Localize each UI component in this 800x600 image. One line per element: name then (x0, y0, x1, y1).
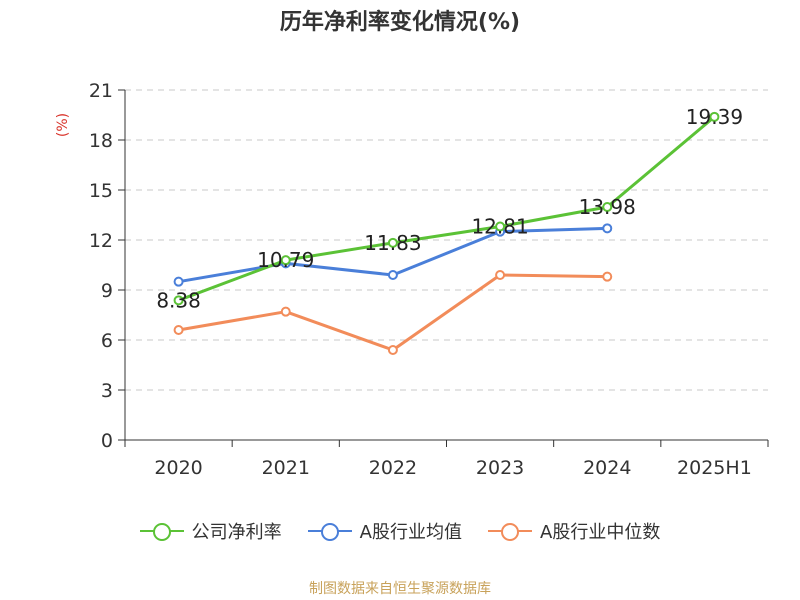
legend-item-company[interactable]: 公司净利率 (139, 518, 282, 544)
x-tick-label: 2021 (262, 457, 310, 479)
legend-label: A股行业中位数 (540, 522, 661, 543)
legend-item-industry-mean[interactable]: A股行业均值 (307, 518, 462, 544)
legend-marker-icon (488, 523, 532, 541)
legend-marker-icon (139, 523, 184, 541)
data-label: 19.39 (686, 105, 743, 129)
data-label: 8.38 (156, 288, 201, 312)
series-line (178, 115, 716, 302)
data-point (173, 325, 184, 335)
y-tick-label: 3 (101, 380, 113, 402)
y-tick-label: 0 (101, 430, 113, 452)
data-point (495, 270, 506, 280)
y-tick-label: 12 (89, 230, 113, 252)
axis-layer: 0 3 6 9 12 15 18 21 2020 2021 2022 2023 2024 2025H1 (%… (55, 80, 769, 479)
chart-title: 历年净利率变化情况(%) (279, 10, 521, 35)
data-point (173, 295, 184, 306)
data-label: 12.81 (471, 215, 528, 239)
data-point (602, 202, 613, 212)
data-point (602, 271, 613, 282)
y-tick-label: 9 (101, 280, 113, 302)
data-point (602, 223, 613, 234)
legend-label: 公司净利率 (191, 522, 282, 543)
data-point (280, 255, 291, 266)
data-point (173, 276, 184, 287)
x-tick-label: 2022 (369, 457, 417, 479)
y-tick-label: 15 (89, 180, 113, 202)
x-tick-label: 2025H1 (677, 457, 752, 479)
data-point (709, 111, 720, 122)
grid-layer (125, 89, 768, 391)
data-point (387, 345, 398, 355)
legend-label: A股行业均值 (359, 522, 462, 543)
legend-item-industry-median[interactable]: A股行业中位数 (488, 518, 660, 544)
label-layer: 8.38 10.79 11.83 12.81 13.98 19.39 (156, 105, 743, 313)
data-point (495, 221, 506, 232)
series-layer (173, 111, 720, 355)
source-note: 制图数据来自恒生聚源数据库 (309, 581, 491, 597)
data-label: 11.83 (364, 231, 421, 255)
data-point (387, 237, 398, 248)
y-tick-label: 18 (89, 130, 113, 152)
x-tick-label: 2024 (583, 457, 631, 479)
legend: 公司净利率 A股行业均值 A股行业中位数 (0, 518, 800, 544)
series-line (178, 273, 608, 352)
legend-marker-icon (307, 523, 352, 541)
y-tick-label: 21 (89, 80, 113, 102)
data-label: 13.98 (579, 195, 636, 219)
data-point (387, 270, 398, 280)
x-tick-label: 2020 (154, 457, 202, 479)
data-point (280, 306, 291, 317)
y-tick-label: 6 (101, 330, 113, 352)
x-tick-label: 2023 (476, 457, 524, 479)
y-axis-label: (%) (55, 113, 71, 137)
data-label: 10.79 (257, 248, 314, 272)
